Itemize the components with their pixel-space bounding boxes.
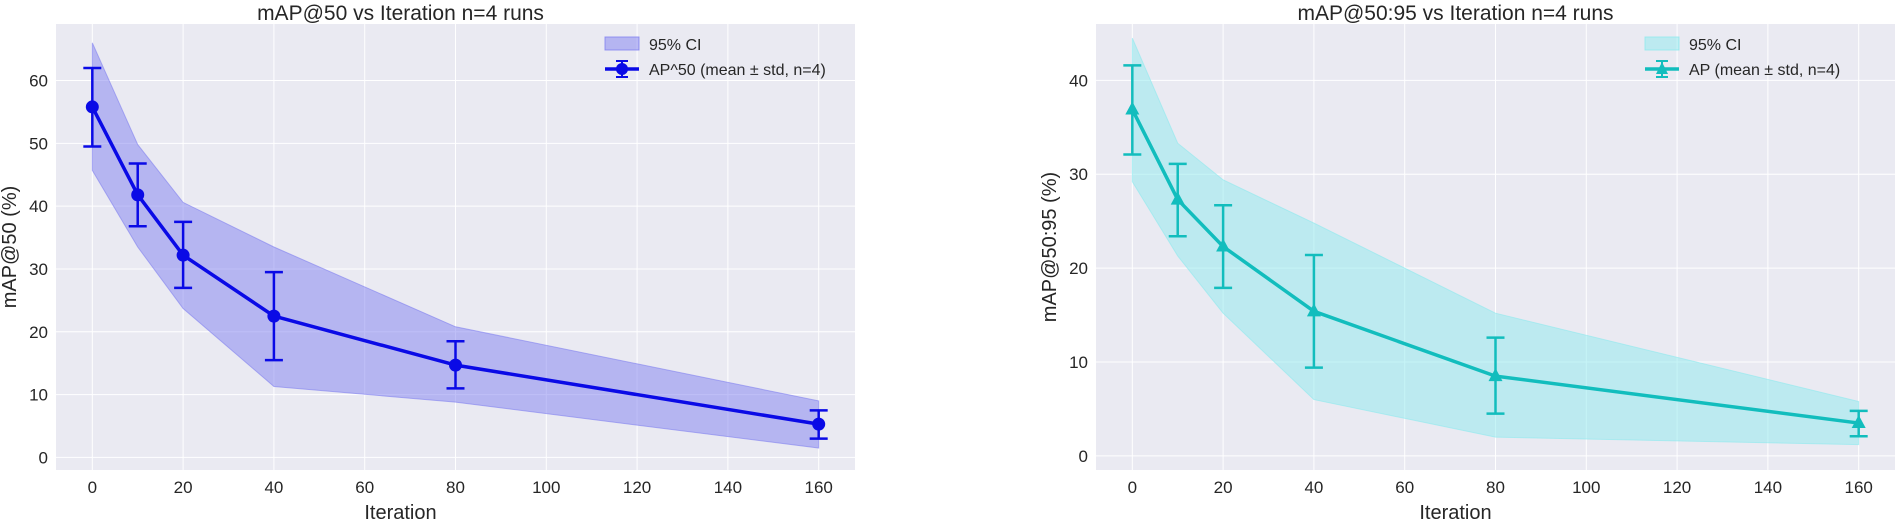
right-data-point	[1488, 368, 1503, 382]
right-xtick-label: 140	[1754, 478, 1782, 497]
right-ytick-label: 20	[1069, 259, 1088, 278]
right-xtick-label: 100	[1572, 478, 1600, 497]
right-xtick-label: 160	[1844, 478, 1872, 497]
left-y-axis-label: mAP@50 (%)	[0, 186, 21, 309]
right-xtick-label: 120	[1663, 478, 1691, 497]
right-legend: 95% CI AP (mean ± std, n=4)	[1644, 36, 1840, 79]
right-legend-band-swatch	[1644, 36, 1680, 51]
right-xtick-label: 0	[1128, 478, 1137, 497]
left-ytick-label: 40	[29, 197, 48, 216]
left-ytick-label: 10	[29, 386, 48, 405]
left-data-point	[176, 248, 190, 262]
right-xtick-label: 80	[1486, 478, 1505, 497]
left-legend-marker	[616, 63, 628, 75]
right-series-line	[1130, 108, 1859, 425]
left-ytick-label: 0	[39, 448, 48, 467]
right-data-point	[1216, 238, 1231, 252]
right-ytick-label: 0	[1079, 447, 1088, 466]
left-xtick-label: 120	[623, 478, 651, 497]
right-xtick-label: 20	[1214, 478, 1233, 497]
right-chart: 0 10 20 30 40 0 20 40 60 80 100 120 140 160 mAP@50:95 …	[1039, 2, 1895, 520]
left-xtick-label: 100	[532, 478, 560, 497]
right-x-axis-label: Iteration	[1419, 502, 1491, 520]
left-xtick-label: 60	[355, 478, 374, 497]
left-legend-series-label: AP^50 (mean ± std, n=4)	[649, 62, 826, 79]
left-legend-band-swatch	[604, 36, 640, 51]
left-legend: 95% CI AP^50 (mean ± std, n=4)	[604, 36, 826, 79]
left-ytick-label: 30	[29, 260, 48, 279]
right-xtick-label: 60	[1395, 478, 1414, 497]
left-data-point	[267, 309, 281, 323]
right-legend-series-label: AP (mean ± std, n=4)	[1689, 62, 1840, 79]
right-ytick-label: 30	[1069, 165, 1088, 184]
right-legend-marker	[1656, 62, 1668, 74]
left-x-axis-label: Iteration	[364, 502, 436, 520]
left-data-point	[449, 358, 462, 372]
left-xtick-label: 80	[446, 478, 465, 497]
left-chart-title: mAP@50 vs Iteration n=4 runs	[257, 2, 544, 25]
left-series-line	[90, 106, 819, 426]
left-legend-band-label: 95% CI	[649, 37, 701, 54]
left-data-point	[812, 417, 826, 431]
right-ytick-label: 10	[1069, 353, 1088, 372]
left-ytick-label: 50	[29, 134, 48, 153]
right-chart-title: mAP@50:95 vs Iteration n=4 runs	[1297, 2, 1613, 25]
right-y-axis-label: mAP@50:95 (%)	[1039, 172, 1061, 322]
right-xtick-label: 40	[1304, 478, 1323, 497]
left-data-point	[85, 100, 99, 114]
right-legend-band-label: 95% CI	[1689, 37, 1741, 54]
left-ytick-label: 20	[29, 323, 48, 342]
left-xtick-label: 0	[88, 478, 97, 497]
right-data-point	[1306, 303, 1321, 317]
right-data-point	[1851, 415, 1866, 429]
left-xtick-label: 160	[804, 478, 832, 497]
right-data-point	[1125, 101, 1140, 115]
left-chart: 0 10 20 30 40 50 60 0 20 40 60 80 100 120 140 160 mAP@50…	[0, 2, 855, 520]
left-xtick-label: 40	[264, 478, 283, 497]
left-xtick-label: 140	[714, 478, 742, 497]
left-ytick-label: 60	[29, 72, 48, 91]
right-ytick-label: 40	[1069, 71, 1088, 90]
left-data-point	[131, 188, 145, 202]
right-data-point	[1170, 191, 1185, 205]
left-xtick-label: 20	[174, 478, 193, 497]
